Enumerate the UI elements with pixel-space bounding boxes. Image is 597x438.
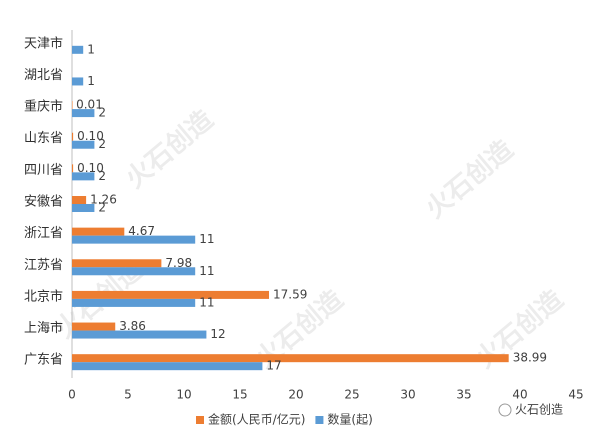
y-tick-label: 北京市 bbox=[24, 288, 63, 304]
x-tick-label: 0 bbox=[68, 388, 76, 402]
value-label: 0.01 bbox=[76, 98, 103, 112]
y-tick-label: 山东省 bbox=[24, 131, 63, 146]
bar bbox=[72, 227, 125, 236]
bar bbox=[72, 298, 196, 307]
bar bbox=[72, 109, 95, 118]
x-tick-label: 40 bbox=[512, 388, 527, 402]
bar bbox=[72, 267, 196, 276]
source-icon bbox=[498, 403, 512, 417]
x-tick-label: 15 bbox=[232, 388, 247, 402]
bar bbox=[72, 132, 74, 141]
y-tick-label: 江苏省 bbox=[24, 257, 63, 273]
y-tick-label: 天津市 bbox=[24, 35, 63, 51]
bar bbox=[72, 354, 509, 363]
y-tick-label: 重庆市 bbox=[24, 99, 63, 115]
y-tick-label: 安徽省 bbox=[24, 195, 63, 210]
value-label: 1 bbox=[87, 42, 95, 56]
bar bbox=[72, 204, 95, 212]
bar bbox=[72, 164, 74, 173]
bar bbox=[72, 322, 116, 331]
value-label: 7.98 bbox=[165, 256, 192, 270]
value-label: 0.10 bbox=[77, 129, 104, 143]
value-label: 38.99 bbox=[513, 351, 547, 365]
value-label: 2 bbox=[98, 201, 106, 215]
y-tick-label: 浙江省 bbox=[24, 226, 63, 241]
value-label: 2 bbox=[98, 106, 106, 120]
y-tick-label: 四川省 bbox=[24, 163, 63, 178]
bar bbox=[72, 259, 162, 268]
y-tick-label: 湖北省 bbox=[24, 68, 63, 83]
bar bbox=[72, 196, 87, 204]
bar bbox=[72, 140, 95, 149]
value-label: 4.67 bbox=[128, 224, 155, 238]
legend-label: 金额(人民币/亿元) bbox=[208, 412, 305, 427]
legend-label: 数量(起) bbox=[327, 412, 372, 427]
value-label: 11 bbox=[199, 232, 214, 246]
x-tick-label: 10 bbox=[176, 388, 191, 402]
value-label: 0.10 bbox=[77, 161, 104, 175]
bar bbox=[72, 172, 95, 181]
bar bbox=[72, 330, 207, 339]
value-label: 17.59 bbox=[273, 287, 307, 301]
bar bbox=[72, 290, 270, 299]
bar bbox=[72, 235, 196, 244]
source: 火石创造 bbox=[515, 403, 563, 417]
x-tick-label: 20 bbox=[288, 388, 303, 402]
value-label: 11 bbox=[199, 295, 214, 309]
bar bbox=[72, 362, 263, 371]
value-label: 1.26 bbox=[90, 193, 117, 207]
value-label: 3.86 bbox=[119, 319, 146, 333]
legend-swatch bbox=[196, 416, 204, 424]
watermark: 火石创造 bbox=[120, 105, 219, 195]
value-label: 2 bbox=[98, 169, 106, 183]
bar bbox=[72, 77, 84, 86]
value-label: 12 bbox=[210, 327, 225, 341]
legend-swatch bbox=[315, 416, 324, 424]
y-tick-label: 上海市 bbox=[24, 320, 63, 336]
x-tick-label: 45 bbox=[568, 388, 583, 402]
value-label: 1 bbox=[87, 74, 95, 88]
x-tick-label: 30 bbox=[400, 388, 415, 402]
x-tick-label: 5 bbox=[124, 388, 132, 402]
value-label: 17 bbox=[266, 359, 281, 373]
x-tick-label: 25 bbox=[344, 388, 359, 402]
bar bbox=[72, 45, 84, 54]
bar bbox=[72, 101, 73, 110]
watermark: 火石创造 bbox=[420, 135, 519, 225]
value-label: 2 bbox=[98, 137, 106, 151]
value-label: 11 bbox=[199, 264, 214, 278]
x-tick-label: 35 bbox=[456, 388, 471, 402]
y-tick-label: 广东省 bbox=[24, 353, 63, 368]
